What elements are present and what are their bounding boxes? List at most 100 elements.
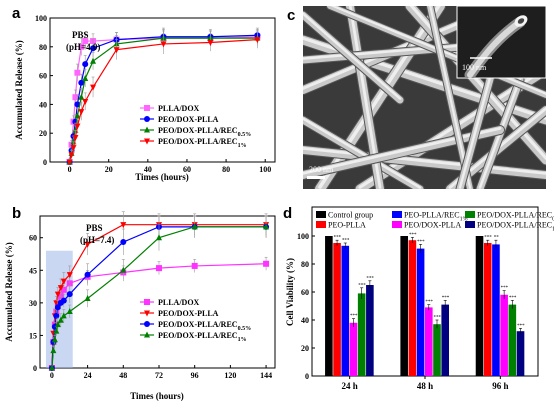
significance-label: ** <box>494 236 500 241</box>
x-tick-label: 96 <box>191 371 199 380</box>
data-point <box>82 74 89 81</box>
x-axis-label-b: Times (hours) <box>130 391 184 401</box>
significance-label: *** <box>342 239 350 244</box>
y-tick-label: 80 <box>301 260 309 269</box>
x-tick-label: 48 <box>119 371 127 380</box>
data-point <box>90 57 97 64</box>
data-point <box>120 266 127 273</box>
data-point <box>113 47 120 54</box>
annotation-b-line2: (pH=7.4) <box>80 235 114 245</box>
x-tick-label: 72 <box>155 371 163 380</box>
sem-micrograph: 100 nm 200 nm <box>303 5 547 189</box>
bar <box>400 236 408 376</box>
data-point <box>191 223 198 230</box>
significance-label: *** <box>409 233 417 238</box>
category-label: 96 h <box>492 381 508 391</box>
annotation-b-line1: PBS <box>86 223 103 233</box>
data-point <box>160 41 167 48</box>
inset-fiber-image <box>464 15 528 78</box>
data-point <box>54 304 61 311</box>
panel-label-d: d <box>283 205 292 222</box>
data-point <box>66 272 73 279</box>
bar <box>425 307 433 376</box>
legend-label: Control group <box>328 211 373 220</box>
y-tick-label: 0 <box>305 372 309 381</box>
y-tick-label: 40 <box>39 100 47 109</box>
data-point <box>84 241 91 248</box>
significance-label: *** <box>417 240 425 245</box>
data-point <box>90 45 97 52</box>
data-point <box>66 159 73 166</box>
x-tick-label: 20 <box>105 165 113 174</box>
main-scale-bar <box>307 176 325 179</box>
legend-label: PEO/DOX-PLLA/REC0.5% <box>158 320 251 332</box>
legend-label: PEO/DOX-PLLA/REC1% <box>158 331 247 343</box>
chart-panel-b: 0 24 48 72 96 120 144 0 15 30 45 60 PBS (pH=7.4) Ti… <box>4 211 276 401</box>
significance-label: *** <box>350 314 358 319</box>
data-point <box>68 141 75 148</box>
y-axis-label-a: Accumulated Release (%) <box>14 40 24 139</box>
legend-label: PEO/DOX-PLLA/REC0.5% <box>477 211 554 223</box>
data-point <box>72 94 79 101</box>
y-tick-label: 45 <box>29 266 37 275</box>
legend-label: PEO/DOX-PLLA/REC0.5% <box>158 126 251 138</box>
y-tick-label: 0 <box>33 364 37 373</box>
bar <box>500 294 508 376</box>
legend-marker <box>144 310 150 317</box>
data-point <box>48 364 55 371</box>
y-tick-label: 0 <box>43 158 47 167</box>
y-tick-label: 100 <box>35 14 47 23</box>
legend-marker <box>144 138 150 145</box>
y-tick-label: 60 <box>29 234 37 243</box>
significance-label: *** <box>358 283 366 288</box>
significance-label: *** <box>509 296 517 301</box>
data-point <box>51 336 58 343</box>
series-b-3 <box>48 215 270 371</box>
data-point <box>54 321 61 328</box>
legend-marker <box>144 116 150 122</box>
legend-swatch <box>465 221 475 228</box>
bar <box>483 243 492 376</box>
main-scale-label: 200 nm <box>309 165 334 174</box>
legend-label: PEO/DOX-PLLA/REC1% <box>477 221 554 233</box>
x-tick-label: 120 <box>224 371 236 380</box>
legend-swatch <box>316 211 326 218</box>
legend-label: PEO/DOX-PLLA/REC1% <box>158 137 247 149</box>
y-tick-label: 20 <box>301 344 309 353</box>
panel-label-c: c <box>287 7 295 24</box>
y-tick-label: 60 <box>301 288 309 297</box>
data-point <box>82 99 89 106</box>
data-point <box>84 295 91 302</box>
bar <box>357 293 366 376</box>
bar <box>492 244 500 376</box>
bar <box>433 324 441 376</box>
bar <box>441 304 449 376</box>
data-point <box>57 285 64 292</box>
significance-label: *** <box>484 236 492 241</box>
legend-marker <box>144 299 150 305</box>
data-point <box>82 61 89 68</box>
data-point <box>57 316 64 323</box>
legend-label: PEO/DOX-PLLA <box>158 309 219 318</box>
data-point <box>120 222 127 229</box>
data-point <box>74 69 81 76</box>
data-point <box>191 262 198 269</box>
y-tick-label: 15 <box>29 331 37 340</box>
legend-marker <box>144 321 150 327</box>
bar <box>325 236 333 376</box>
legend-label: PEO/DOX-PLLA <box>404 221 462 230</box>
legend-label: PLLA/DOX <box>158 298 200 307</box>
data-point <box>66 308 73 315</box>
significance-label: *** <box>517 324 525 329</box>
data-point <box>74 112 81 119</box>
data-point <box>74 123 81 130</box>
data-point <box>84 271 91 278</box>
data-point <box>70 145 77 152</box>
bar <box>516 331 525 376</box>
y-tick-label: 100 <box>297 232 309 241</box>
data-point <box>78 109 85 116</box>
significance-label: *** <box>501 286 509 291</box>
legend-swatch <box>465 211 475 218</box>
data-point <box>82 38 89 45</box>
